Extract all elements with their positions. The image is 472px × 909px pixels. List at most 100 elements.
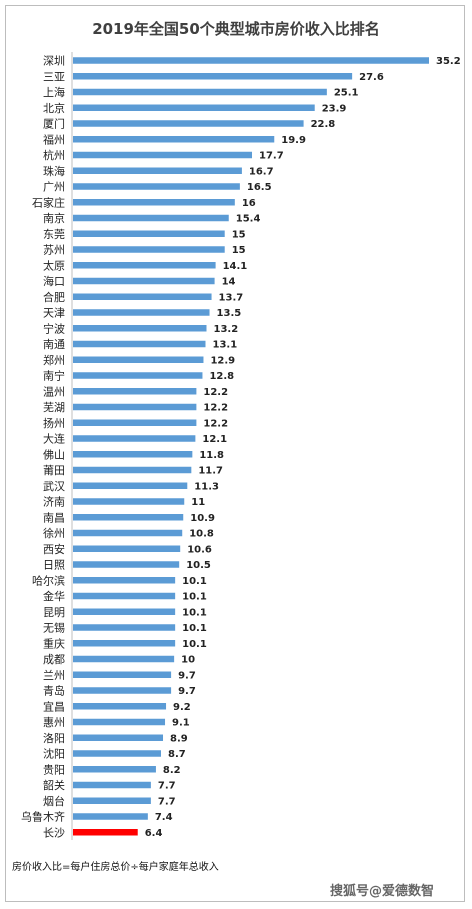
value-label: 10.8: [189, 529, 214, 540]
category-label: 韶关: [43, 778, 65, 792]
bar-温州: [73, 388, 197, 395]
bar-太原: [73, 262, 216, 269]
value-label: 13.1: [212, 340, 237, 351]
category-label: 三亚: [43, 70, 65, 83]
bar-昆明: [73, 608, 176, 615]
category-label: 石家庄: [32, 195, 65, 209]
value-label: 25.1: [334, 88, 359, 99]
bar-佛山: [73, 451, 193, 458]
value-label: 35.2: [436, 56, 461, 67]
value-label: 10.1: [182, 623, 207, 634]
value-label: 10.6: [187, 544, 212, 555]
category-label: 洛阳: [43, 731, 65, 745]
value-label: 23.9: [322, 103, 347, 114]
category-label: 宜昌: [43, 699, 65, 713]
bar-莆田: [73, 466, 192, 474]
category-label: 兰州: [43, 669, 65, 682]
bar-徐州: [73, 529, 183, 537]
bar-韶关: [73, 781, 151, 789]
category-label: 无锡: [43, 621, 65, 635]
category-label: 南宁: [43, 369, 65, 383]
value-label: 9.7: [178, 686, 196, 697]
value-label: 9.2: [173, 702, 191, 713]
value-label: 12.1: [202, 434, 227, 445]
value-label: 12.2: [203, 418, 228, 429]
category-label: 东莞: [43, 228, 65, 241]
category-label: 佛山: [43, 448, 65, 461]
value-label: 16: [242, 198, 256, 209]
value-label: 12.8: [209, 371, 234, 382]
bar-南昌: [73, 514, 184, 521]
value-label: 19.9: [281, 135, 306, 146]
bar-重庆: [73, 640, 176, 647]
value-label: 7.4: [155, 812, 173, 823]
category-label: 武汉: [43, 480, 65, 493]
value-label: 10.9: [190, 513, 215, 524]
bar-芜湖: [73, 403, 197, 411]
value-label: 7.7: [158, 781, 176, 792]
bar-东莞: [73, 230, 225, 237]
category-label: 芜湖: [43, 400, 65, 414]
chart-title: 2019年全国50个典型城市房价收入比排名: [92, 20, 380, 38]
bar-洛阳: [73, 734, 164, 741]
category-label: 厦门: [43, 117, 65, 131]
category-label: 天津: [43, 307, 65, 320]
bar-惠州: [73, 718, 166, 726]
category-label: 福州: [43, 132, 65, 146]
value-label: 8.7: [168, 749, 186, 760]
category-label: 沈阳: [43, 747, 65, 761]
bar-烟台: [73, 797, 151, 804]
value-label: 12.2: [203, 403, 228, 414]
bar-南宁: [73, 372, 203, 379]
bar-郑州: [73, 356, 204, 363]
bar-西安: [73, 545, 181, 552]
category-label: 莆田: [43, 464, 65, 477]
category-label: 青岛: [43, 684, 65, 698]
bar-三亚: [73, 73, 353, 80]
category-label: 上海: [43, 85, 65, 99]
bar-乌鲁木齐: [73, 813, 148, 820]
value-label: 10: [181, 655, 195, 666]
value-label: 10.5: [186, 560, 211, 571]
category-label: 郑州: [43, 353, 65, 367]
bar-大连: [73, 435, 196, 442]
value-label: 11.7: [198, 466, 223, 477]
category-label: 重庆: [43, 636, 65, 650]
category-label: 苏州: [43, 244, 65, 257]
value-label: 12.9: [210, 355, 235, 366]
value-label: 13.7: [219, 292, 244, 303]
category-label: 南通: [43, 338, 65, 351]
category-label: 温州: [43, 385, 65, 398]
value-label: 9.1: [172, 718, 190, 729]
category-label: 南昌: [43, 511, 65, 524]
bar-海口: [73, 277, 215, 285]
category-label: 大连: [43, 432, 65, 446]
value-label: 16.7: [249, 166, 274, 177]
bar-福州: [73, 136, 275, 143]
bar-金华: [73, 592, 176, 600]
bar-日照: [73, 561, 180, 568]
watermark: 搜狐号@爱德数智: [330, 884, 435, 899]
value-label: 11: [191, 497, 205, 508]
value-label: 11.8: [199, 450, 224, 461]
value-label: 22.8: [311, 119, 336, 130]
category-label: 昆明: [43, 606, 65, 619]
bar-青岛: [73, 687, 172, 694]
value-label: 13.5: [217, 308, 242, 319]
category-label: 西安: [43, 542, 65, 556]
bar-哈尔滨: [73, 577, 176, 584]
category-label: 济南: [43, 495, 65, 509]
value-label: 8.2: [163, 765, 181, 776]
category-label: 贵阳: [43, 763, 65, 776]
category-label: 杭州: [43, 148, 65, 162]
category-label: 惠州: [43, 715, 65, 729]
bar-兰州: [73, 671, 172, 678]
bar-成都: [73, 655, 175, 663]
category-label: 深圳: [43, 55, 65, 68]
bar-宁波: [73, 325, 207, 332]
bar-长沙: [73, 829, 138, 836]
bar-贵阳: [73, 766, 156, 773]
value-label: 9.7: [178, 670, 196, 681]
value-label: 10.1: [182, 639, 207, 650]
category-label: 合肥: [43, 290, 65, 304]
